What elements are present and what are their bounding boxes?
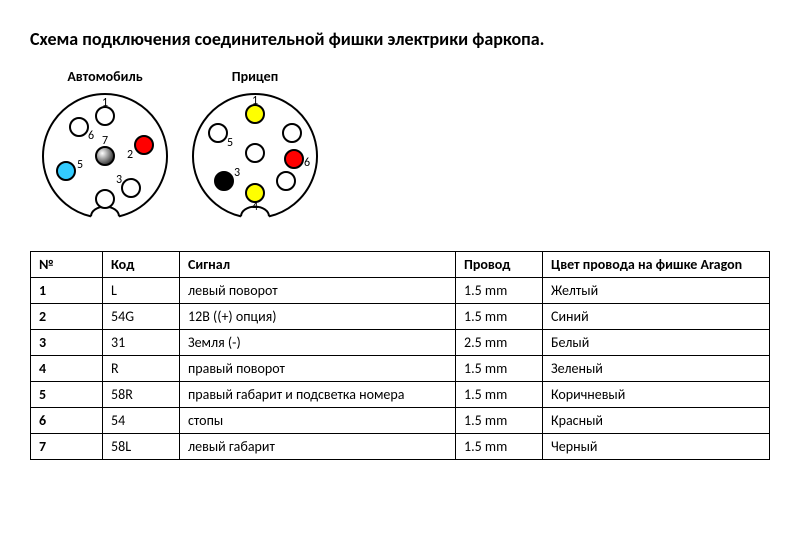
cell-signal: левый габарит — [180, 434, 456, 460]
connector-car-svg: 1 23 5 67 — [40, 91, 170, 221]
cell-color: Желтый — [543, 278, 770, 304]
cell-num: 3 — [31, 330, 103, 356]
th-code: Код — [103, 252, 180, 278]
cell-code: 31 — [103, 330, 180, 356]
cell-color: Коричневый — [543, 382, 770, 408]
pin-5 — [57, 162, 75, 180]
th-signal: Сигнал — [180, 252, 456, 278]
cell-color: Белый — [543, 330, 770, 356]
cell-code: R — [103, 356, 180, 382]
pin-label-2: 2 — [127, 148, 133, 162]
pin-label-7: 7 — [102, 134, 108, 148]
pin-3 — [215, 172, 233, 190]
th-color: Цвет провода на фишке Aragon — [543, 252, 770, 278]
cell-code: 54G — [103, 304, 180, 330]
cell-wire: 1.5 mm — [456, 434, 543, 460]
table-row: 331Земля (-)2.5 mmБелый — [31, 330, 770, 356]
cell-color: Зеленый — [543, 356, 770, 382]
cell-wire: 1.5 mm — [456, 278, 543, 304]
connector-car: Автомобиль 1 23 5 67 — [40, 68, 170, 221]
table-row: 1Lлевый поворот1.5 mmЖелтый — [31, 278, 770, 304]
cell-signal: правый поворот — [180, 356, 456, 382]
th-wire: Провод — [456, 252, 543, 278]
table-row: 654стопы1.5 mmКрасный — [31, 408, 770, 434]
cell-code: 58R — [103, 382, 180, 408]
cell-code: 58L — [103, 434, 180, 460]
connector-car-label: Автомобиль — [40, 68, 170, 85]
cell-color: Черный — [543, 434, 770, 460]
cell-num: 6 — [31, 408, 103, 434]
cell-signal: правый габарит и подсветка номера — [180, 382, 456, 408]
pin-2 — [283, 124, 301, 142]
connector-trailer-label: Прицеп — [190, 68, 320, 85]
cell-color: Красный — [543, 408, 770, 434]
cell-signal: Земля (-) — [180, 330, 456, 356]
pin-label-1: 1 — [252, 94, 258, 108]
connectors-row: Автомобиль 123567 Прицеп 13456 — [40, 68, 770, 221]
cell-num: 4 — [31, 356, 103, 382]
cell-num: 7 — [31, 434, 103, 460]
table-row: 558Rправый габарит и подсветка номера1.5… — [31, 382, 770, 408]
connector-trailer: Прицеп 1 3 4 5 6 — [190, 68, 320, 221]
cell-wire: 1.5 mm — [456, 382, 543, 408]
pin-extra — [277, 172, 295, 190]
pin-5 — [209, 124, 227, 142]
pin-label-3: 3 — [234, 166, 240, 180]
pin-label-5: 5 — [77, 158, 83, 172]
pin-label-1: 1 — [102, 96, 108, 110]
pin-6 — [285, 150, 303, 168]
cell-wire: 1.5 mm — [456, 408, 543, 434]
pin-7 — [96, 147, 114, 165]
pin-label-6: 6 — [304, 156, 310, 170]
cell-signal: левый поворот — [180, 278, 456, 304]
cell-signal: стопы — [180, 408, 456, 434]
cell-num: 2 — [31, 304, 103, 330]
cell-wire: 1.5 mm — [456, 304, 543, 330]
cell-code: L — [103, 278, 180, 304]
pin-3 — [122, 179, 140, 197]
pin-6 — [70, 118, 88, 136]
cell-num: 1 — [31, 278, 103, 304]
cell-color: Синий — [543, 304, 770, 330]
table-row: 4Rправый поворот1.5 mmЗеленый — [31, 356, 770, 382]
cell-wire: 1.5 mm — [456, 356, 543, 382]
cell-signal: 12В ((+) опция) — [180, 304, 456, 330]
cell-wire: 2.5 mm — [456, 330, 543, 356]
pin-4 — [96, 190, 114, 208]
wiring-table: № Код Сигнал Провод Цвет провода на фишк… — [30, 251, 770, 460]
cell-num: 5 — [31, 382, 103, 408]
pin-label-6: 6 — [88, 129, 94, 143]
pin-label-4: 4 — [252, 200, 258, 214]
th-num: № — [31, 252, 103, 278]
page-title: Схема подключения соединительной фишки э… — [30, 28, 770, 50]
cell-code: 54 — [103, 408, 180, 434]
pin-label-5: 5 — [227, 136, 233, 150]
table-row: 254G12В ((+) опция)1.5 mmСиний — [31, 304, 770, 330]
pin-2 — [135, 136, 153, 154]
connector-trailer-svg: 1 3 4 5 6 — [190, 91, 320, 221]
table-header-row: № Код Сигнал Провод Цвет провода на фишк… — [31, 252, 770, 278]
pin-7 — [246, 144, 264, 162]
table-row: 758Lлевый габарит1.5 mmЧерный — [31, 434, 770, 460]
pin-label-3: 3 — [116, 173, 122, 187]
